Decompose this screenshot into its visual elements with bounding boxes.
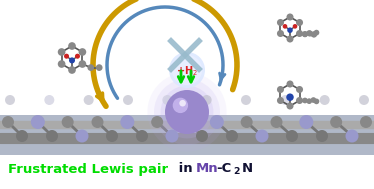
- Circle shape: [286, 36, 294, 43]
- Text: +H$_2$: +H$_2$: [176, 64, 198, 78]
- Circle shape: [151, 116, 163, 128]
- Circle shape: [166, 129, 178, 143]
- Circle shape: [270, 116, 282, 128]
- Circle shape: [277, 30, 284, 37]
- Circle shape: [147, 72, 227, 152]
- Circle shape: [123, 95, 133, 105]
- Text: 2: 2: [233, 167, 239, 177]
- Circle shape: [286, 93, 294, 101]
- Circle shape: [287, 27, 293, 33]
- Circle shape: [310, 32, 316, 37]
- Circle shape: [179, 100, 186, 106]
- Circle shape: [240, 116, 253, 128]
- Circle shape: [68, 66, 76, 74]
- Circle shape: [106, 130, 118, 142]
- Circle shape: [64, 54, 69, 59]
- Circle shape: [286, 102, 294, 109]
- Circle shape: [172, 55, 202, 85]
- Circle shape: [76, 129, 89, 143]
- Circle shape: [79, 60, 86, 68]
- Circle shape: [306, 30, 312, 36]
- Circle shape: [58, 60, 65, 68]
- Circle shape: [196, 130, 208, 142]
- Circle shape: [226, 130, 238, 142]
- Text: Frustrated Lewis pair: Frustrated Lewis pair: [8, 163, 168, 176]
- Circle shape: [173, 98, 188, 113]
- Circle shape: [79, 48, 86, 56]
- Text: -C: -C: [216, 163, 231, 176]
- Circle shape: [92, 116, 104, 128]
- Circle shape: [255, 129, 269, 143]
- Circle shape: [320, 95, 329, 105]
- Circle shape: [330, 116, 342, 128]
- Circle shape: [69, 57, 75, 64]
- Text: N: N: [242, 163, 253, 176]
- Circle shape: [286, 13, 294, 21]
- Circle shape: [84, 95, 94, 105]
- Circle shape: [96, 64, 102, 71]
- Circle shape: [169, 52, 205, 88]
- Circle shape: [299, 115, 313, 129]
- Circle shape: [277, 19, 284, 26]
- Circle shape: [88, 64, 94, 71]
- Circle shape: [311, 31, 317, 38]
- Circle shape: [46, 130, 58, 142]
- Circle shape: [154, 79, 220, 145]
- Circle shape: [160, 86, 214, 138]
- Circle shape: [181, 116, 193, 128]
- Circle shape: [286, 81, 294, 88]
- Circle shape: [165, 90, 209, 134]
- Circle shape: [136, 130, 148, 142]
- Circle shape: [302, 31, 308, 37]
- Circle shape: [202, 95, 212, 105]
- Circle shape: [2, 116, 14, 128]
- Circle shape: [314, 98, 319, 104]
- Circle shape: [45, 95, 54, 105]
- Circle shape: [68, 42, 76, 50]
- Circle shape: [314, 30, 319, 36]
- Circle shape: [296, 19, 303, 26]
- Circle shape: [62, 116, 74, 128]
- Circle shape: [296, 30, 303, 37]
- Circle shape: [286, 130, 298, 142]
- Bar: [0, 115, 374, 155]
- Circle shape: [359, 95, 369, 105]
- Circle shape: [75, 54, 80, 59]
- Circle shape: [277, 97, 284, 104]
- Circle shape: [346, 129, 359, 143]
- Circle shape: [360, 116, 372, 128]
- Text: Mn: Mn: [196, 163, 219, 176]
- Text: in: in: [174, 163, 197, 176]
- Circle shape: [296, 86, 303, 93]
- Circle shape: [302, 98, 308, 103]
- Circle shape: [307, 30, 313, 37]
- Circle shape: [283, 24, 287, 29]
- Circle shape: [306, 98, 312, 104]
- Circle shape: [302, 31, 308, 37]
- Circle shape: [310, 97, 316, 103]
- Circle shape: [120, 115, 134, 129]
- Circle shape: [296, 97, 303, 104]
- Circle shape: [293, 24, 297, 29]
- Circle shape: [280, 95, 290, 105]
- Circle shape: [316, 130, 328, 142]
- Circle shape: [241, 95, 251, 105]
- Circle shape: [5, 95, 15, 105]
- Circle shape: [210, 115, 224, 129]
- Circle shape: [58, 48, 65, 56]
- Circle shape: [277, 86, 284, 93]
- Circle shape: [162, 95, 172, 105]
- Circle shape: [31, 115, 45, 129]
- Circle shape: [16, 130, 28, 142]
